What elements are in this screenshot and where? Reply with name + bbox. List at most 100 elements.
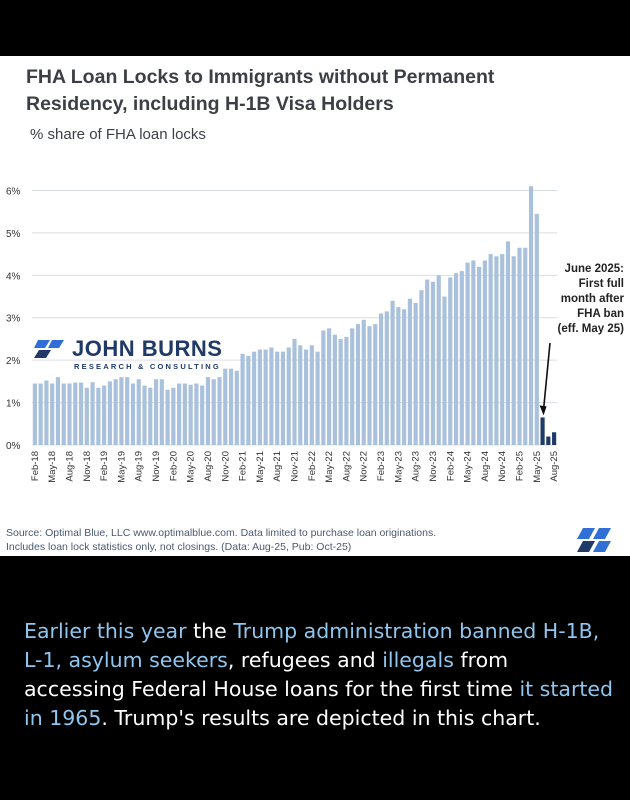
- bar: [517, 247, 522, 445]
- y-tick-label: 5%: [6, 229, 21, 240]
- caption-highlight: it started in 1965: [24, 677, 614, 730]
- bar: [523, 247, 528, 445]
- bar: [275, 351, 280, 445]
- x-tick-label: Aug-20: [203, 451, 214, 482]
- annotation-arrow: [542, 342, 551, 410]
- bar: [84, 387, 89, 445]
- x-tick-label: May-24: [463, 451, 474, 483]
- x-tick-label: Aug-22: [341, 451, 352, 482]
- bar: [252, 351, 257, 445]
- x-tick-label: May-23: [393, 451, 404, 483]
- bar: [165, 389, 170, 445]
- bar: [505, 241, 511, 445]
- annotation-line: month after: [560, 293, 624, 305]
- bar: [182, 383, 187, 445]
- bar: [430, 281, 436, 445]
- bar: [90, 382, 95, 445]
- y-tick-label: 0%: [6, 441, 21, 452]
- x-tick-label: May-18: [47, 451, 58, 483]
- bar: [234, 370, 239, 445]
- bar: [269, 347, 274, 445]
- x-tick-label: May-22: [324, 451, 335, 483]
- x-tick-label: Nov-21: [290, 451, 301, 482]
- bar: [344, 336, 349, 445]
- bar: [73, 382, 78, 445]
- bar: [546, 436, 551, 445]
- bar: [136, 379, 141, 445]
- bar: [494, 256, 499, 445]
- bar: [396, 307, 401, 445]
- x-tick-label: Feb-25: [515, 451, 526, 481]
- logo-tagline: RESEARCH & CONSULTING: [74, 362, 221, 371]
- bar: [419, 290, 424, 445]
- caption-segment: the: [186, 619, 234, 643]
- caption-highlight: Earlier this year: [24, 619, 187, 643]
- y-tick-label: 3%: [6, 314, 21, 325]
- bar: [130, 383, 136, 445]
- x-tick-label: Feb-20: [168, 451, 179, 481]
- chart-title: FHA Loan Locks to Immigrants without Per…: [26, 64, 586, 118]
- bar: [327, 328, 332, 445]
- x-tick-label: May-21: [255, 451, 266, 483]
- x-tick-label: Aug-25: [549, 451, 560, 482]
- bar: [125, 377, 130, 445]
- bar: [188, 384, 193, 445]
- x-tick-label: May-20: [186, 451, 197, 483]
- x-tick-label: Feb-21: [238, 451, 249, 481]
- bar: [309, 345, 314, 445]
- y-tick-label: 2%: [6, 356, 21, 367]
- bar: [286, 347, 291, 445]
- x-tick-label: Nov-20: [220, 451, 231, 482]
- caption-segment: from accessing Federal House loans for t…: [24, 648, 520, 701]
- bar: [159, 379, 164, 445]
- bar: [32, 383, 37, 445]
- caption-highlight: illegals: [382, 648, 454, 672]
- bar: [171, 387, 176, 445]
- bar: [315, 351, 320, 445]
- bar: [217, 377, 222, 445]
- bar: [511, 256, 516, 445]
- bar: [355, 324, 361, 445]
- caption-text: Earlier this year the Trump administrati…: [24, 617, 614, 733]
- x-tick-label: Feb-23: [376, 451, 387, 481]
- x-tick-label: Nov-18: [82, 451, 93, 482]
- x-tick-label: Feb-22: [307, 451, 318, 481]
- caption-segment: . Trump's results are depicted in this c…: [101, 706, 541, 730]
- bar: [96, 387, 101, 445]
- bar: [153, 379, 159, 445]
- bar: [367, 326, 372, 445]
- x-tick-label: Feb-18: [30, 451, 41, 481]
- bar: [448, 277, 453, 445]
- bar: [148, 387, 153, 445]
- y-tick-label: 1%: [6, 399, 21, 410]
- bar: [263, 349, 268, 445]
- bar: [471, 260, 476, 445]
- bar: [488, 254, 493, 445]
- caption-highlight: Trump administration banned H-1B, L-1, a…: [24, 619, 600, 672]
- logo-name: JOHN BURNS: [72, 336, 223, 361]
- bar: [338, 338, 343, 445]
- chart-card: 0% 1% 2% 3% 4% 5% 6% Feb-18 May-18 Aug-18 Nov-18 Fe…: [0, 56, 630, 556]
- bar: [292, 338, 297, 445]
- bar: [177, 383, 182, 445]
- bar: [378, 313, 384, 445]
- bar: [373, 324, 378, 445]
- y-tick-label: 6%: [6, 186, 21, 197]
- bar: [67, 383, 72, 445]
- chart-title-line-1: FHA Loan Locks to Immigrants without Per…: [26, 66, 495, 88]
- x-tick-label: Nov-23: [428, 451, 439, 482]
- john-burns-logo: JOHN BURNS RESEARCH & CONSULTING: [34, 336, 224, 376]
- bar: [194, 383, 199, 445]
- bar: [453, 273, 459, 445]
- chart-title-line-2: Residency, including H-1B Visa Holders: [26, 93, 394, 115]
- bar: [390, 300, 395, 445]
- bar: [442, 296, 447, 445]
- x-tick-label: Aug-24: [480, 451, 491, 482]
- x-tick-label: Nov-24: [497, 451, 508, 482]
- bar: [298, 345, 303, 445]
- bar: [78, 382, 84, 445]
- bar: [436, 275, 441, 445]
- x-tick-label: Feb-24: [445, 451, 456, 481]
- bar: [482, 260, 487, 445]
- bar: [459, 271, 464, 445]
